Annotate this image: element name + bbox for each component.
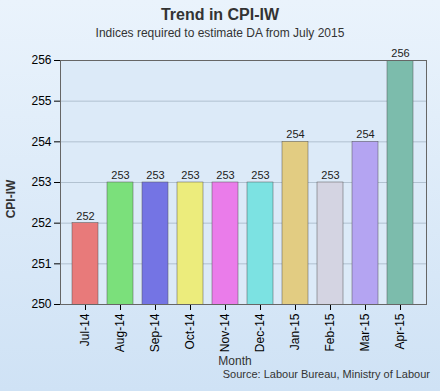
svg-text:Oct-14: Oct-14 xyxy=(183,313,197,349)
svg-text:Dec-14: Dec-14 xyxy=(253,313,267,352)
svg-text:Apr-15: Apr-15 xyxy=(393,313,407,349)
svg-text:253: 253 xyxy=(251,169,269,181)
svg-text:254: 254 xyxy=(356,128,374,140)
svg-text:252: 252 xyxy=(31,216,51,230)
svg-text:Aug-14: Aug-14 xyxy=(113,313,127,352)
svg-text:252: 252 xyxy=(76,210,94,222)
svg-text:Jan-15: Jan-15 xyxy=(288,313,302,350)
svg-text:254: 254 xyxy=(286,128,304,140)
html-text:Indices required to estimate D: Indices required to estimate DA from Jul… xyxy=(95,26,345,40)
svg-text:256: 256 xyxy=(31,53,51,67)
html-text:Source: Labour Bureau, Ministr: Source: Labour Bureau, Ministry of Labou… xyxy=(222,368,430,380)
svg-text:256: 256 xyxy=(391,47,409,59)
svg-text:253: 253 xyxy=(146,169,164,181)
svg-text:Feb-15: Feb-15 xyxy=(323,313,337,351)
svg-text:251: 251 xyxy=(31,257,51,271)
svg-text:Jul-14: Jul-14 xyxy=(78,313,92,346)
svg-text:Mar-15: Mar-15 xyxy=(358,313,372,351)
svg-text:253: 253 xyxy=(111,169,129,181)
svg-text:Sep-14: Sep-14 xyxy=(148,313,162,352)
svg-text:253: 253 xyxy=(216,169,234,181)
svg-text:254: 254 xyxy=(31,135,51,149)
html-text:Trend in CPI-IW: Trend in CPI-IW xyxy=(160,6,280,23)
svg-text:255: 255 xyxy=(31,94,51,108)
svg-text:Nov-14: Nov-14 xyxy=(218,313,232,352)
html-text:CPI-IW: CPI-IW xyxy=(4,179,18,219)
svg-text:250: 250 xyxy=(31,297,51,311)
svg-text:253: 253 xyxy=(181,169,199,181)
html-text:Month: Month xyxy=(218,354,252,368)
svg-text:253: 253 xyxy=(321,169,339,181)
svg-text:253: 253 xyxy=(31,175,51,189)
